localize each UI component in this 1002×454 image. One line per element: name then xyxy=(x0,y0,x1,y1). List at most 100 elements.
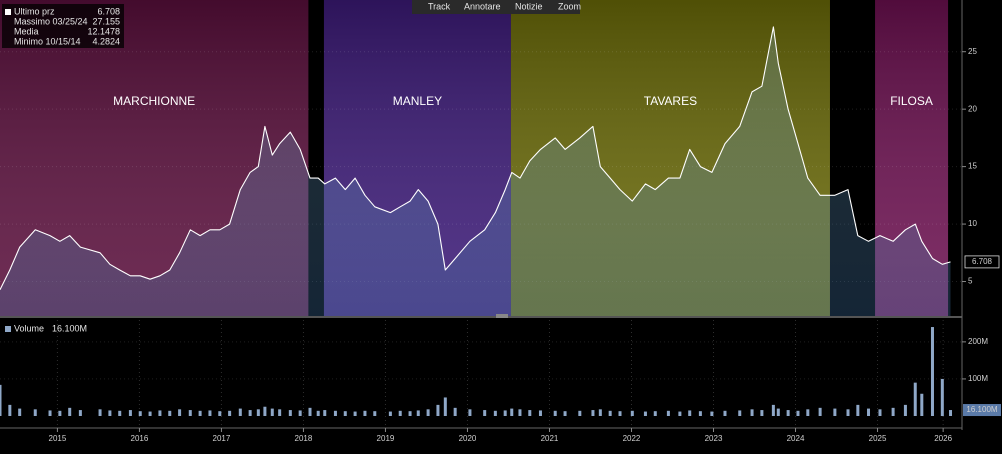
volume-bar xyxy=(228,410,232,416)
volume-bar xyxy=(538,410,542,416)
volume-bar xyxy=(750,409,754,416)
volume-bar xyxy=(288,410,292,416)
volume-bar xyxy=(398,410,402,416)
volume-bar xyxy=(688,410,692,416)
volume-bar xyxy=(158,410,162,416)
volume-bar xyxy=(68,407,72,416)
volume-bar xyxy=(0,384,2,416)
legend-label: Volume xyxy=(14,323,44,333)
last-price-label: 6.708 xyxy=(972,257,993,266)
volume-bar xyxy=(846,409,850,416)
volume-bar xyxy=(168,410,172,416)
volume-bar xyxy=(771,404,775,416)
volume-bar xyxy=(426,409,430,416)
x-tick-label: 2017 xyxy=(213,434,231,443)
toolbar-button[interactable]: Track xyxy=(428,1,451,11)
legend-label: Massimo 03/25/24 xyxy=(14,16,88,26)
legend-value: 16.100M xyxy=(52,323,87,333)
x-tick-label: 2021 xyxy=(541,434,559,443)
volume-bar xyxy=(298,410,302,416)
volume-bar xyxy=(178,409,182,416)
legend-box xyxy=(2,4,124,48)
volume-bar xyxy=(518,409,522,416)
volume-bar xyxy=(608,410,612,416)
y-tick-label: 15 xyxy=(968,162,977,171)
toolbar-box xyxy=(412,0,580,14)
volume-layer xyxy=(0,327,953,416)
toolbar: Track Annotare Notizie Zoom xyxy=(412,0,581,14)
volume-bar xyxy=(630,410,634,416)
volume-bar xyxy=(238,408,242,416)
volume-bar xyxy=(33,409,37,416)
volume-bar xyxy=(493,410,497,416)
legend-value: 27.155 xyxy=(92,16,120,26)
volume-bar xyxy=(806,409,810,416)
toolbar-button[interactable]: Annotare xyxy=(464,1,501,11)
volume-bar xyxy=(316,410,320,416)
volume-bar xyxy=(388,411,392,416)
volume-bar xyxy=(618,411,622,416)
era-label: TAVARES xyxy=(644,94,697,108)
x-tick-label: 2025 xyxy=(869,434,887,443)
volume-bar xyxy=(723,410,727,416)
volume-bar xyxy=(98,409,102,416)
volume-bar xyxy=(58,410,62,416)
volume-bar xyxy=(920,393,924,416)
volume-bar xyxy=(248,410,252,416)
legend-label: Media xyxy=(14,26,39,36)
volume-bar xyxy=(698,411,702,416)
y-tick-label: 5 xyxy=(968,277,973,286)
volume-bar xyxy=(108,410,112,416)
legend-swatch xyxy=(5,9,11,15)
volume-bar xyxy=(128,410,132,416)
volume-bar xyxy=(760,410,764,416)
volume-bar xyxy=(308,407,312,416)
legend-value: 4.2824 xyxy=(92,36,120,46)
pane-handle[interactable] xyxy=(496,314,508,318)
volume-bar xyxy=(578,410,582,416)
y-tick-label: 20 xyxy=(968,104,977,113)
legend-swatch xyxy=(5,326,11,332)
volume-bar xyxy=(818,407,822,416)
toolbar-button[interactable]: Notizie xyxy=(515,1,543,11)
y-tick-label: 100M xyxy=(968,374,988,383)
legend-label: Minimo 10/15/14 xyxy=(14,36,81,46)
volume-bar xyxy=(270,408,274,416)
legend-value: 12.1478 xyxy=(87,26,120,36)
volume-bar xyxy=(278,409,282,416)
legend: Ultimo prz 6.708 Massimo 03/25/24 27.155… xyxy=(2,4,124,48)
volume-bar xyxy=(468,409,472,416)
volume-bar xyxy=(528,410,532,416)
x-tick-label: 2022 xyxy=(623,434,641,443)
plot-layer xyxy=(0,26,951,317)
volume-bar xyxy=(856,404,860,416)
volume-bar xyxy=(510,408,514,416)
volume-bar xyxy=(416,410,420,416)
toolbar-button[interactable]: Zoom xyxy=(558,1,581,11)
volume-bar xyxy=(218,411,222,416)
volume-bar xyxy=(591,410,595,416)
x-tick-label: 2016 xyxy=(131,434,149,443)
x-tick-label: 2018 xyxy=(295,434,313,443)
volume-bar xyxy=(833,408,837,416)
volume-bar xyxy=(653,411,657,416)
volume-bar xyxy=(373,411,377,416)
volume-bar xyxy=(930,327,934,416)
volume-bar xyxy=(263,406,267,416)
volume-bar xyxy=(867,408,871,416)
era-label: MARCHIONNE xyxy=(113,94,195,108)
price-area xyxy=(0,26,951,317)
legend-label: Ultimo prz xyxy=(14,6,55,16)
volume-bar xyxy=(553,410,557,416)
volume-bar xyxy=(148,411,152,416)
volume-bar xyxy=(796,410,800,416)
volume-bar xyxy=(333,410,337,416)
legend-value: 6.708 xyxy=(97,6,120,16)
volume-bar xyxy=(453,407,457,416)
volume-bar xyxy=(436,404,440,416)
y-tick-label: 10 xyxy=(968,219,977,228)
volume-bar xyxy=(408,411,412,416)
volume-bar xyxy=(678,411,682,416)
volume-bar xyxy=(643,411,647,416)
